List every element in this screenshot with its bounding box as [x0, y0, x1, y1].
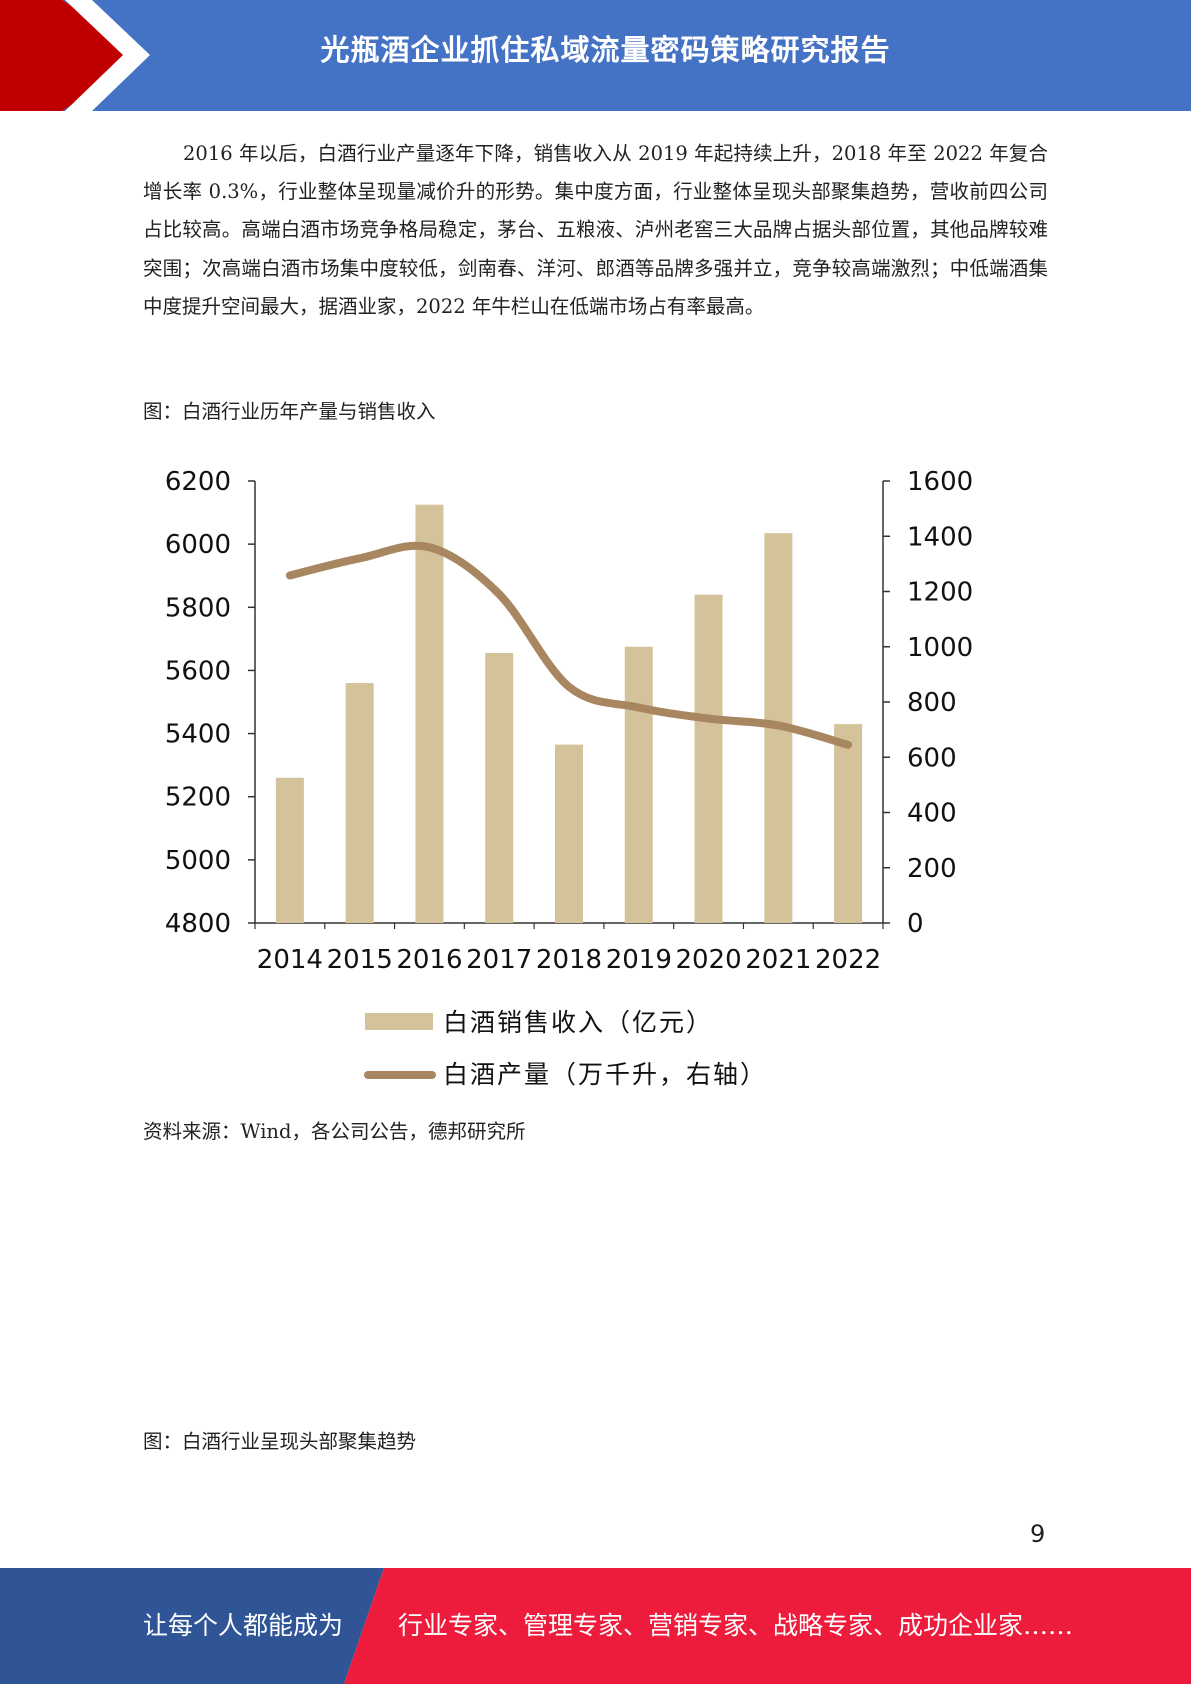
revenue-bar: [555, 744, 583, 923]
footer-decoration: [0, 1568, 1191, 1684]
x-tick-label: 2014: [257, 945, 323, 975]
right-tick-label: 600: [907, 743, 957, 773]
x-tick-label: 2021: [745, 945, 811, 975]
page-footer: 让每个人都能成为 行业专家、管理专家、营销专家、战略专家、成功企业家……: [0, 1568, 1191, 1684]
x-tick-label: 2018: [536, 945, 602, 975]
production-revenue-chart: 6200600058005600540052005000480016001400…: [165, 467, 973, 1089]
left-tick-label: 5600: [165, 656, 231, 686]
legend-bar-label: 白酒销售收入（亿元）: [443, 1008, 713, 1037]
x-tick-label: 2020: [675, 945, 741, 975]
chart-legend: 白酒销售收入（亿元） 白酒产量（万千升，右轴）: [364, 1008, 767, 1089]
right-tick-label: 1000: [907, 633, 973, 663]
revenue-bar: [415, 504, 444, 923]
right-tick-label: 1200: [907, 578, 973, 608]
legend-bar-swatch: [365, 1013, 433, 1030]
footer-slogan-right: 行业专家、管理专家、营销专家、战略专家、成功企业家……: [398, 1611, 1074, 1640]
right-tick-label: 800: [907, 688, 957, 718]
left-tick-label: 5800: [165, 593, 231, 623]
revenue-bar: [345, 683, 374, 923]
figure-caption-2: 图：白酒行业呈现头部聚集趋势: [143, 1430, 417, 1453]
page-number: 9: [1030, 1520, 1046, 1548]
legend-line-label: 白酒产量（万千升，右轴）: [443, 1060, 767, 1089]
revenue-bar: [275, 777, 304, 923]
figure-caption-1: 图：白酒行业历年产量与销售收入: [143, 400, 436, 423]
x-tick-label: 2015: [327, 945, 393, 975]
revenue-bar: [485, 653, 514, 923]
left-tick-label: 6200: [165, 467, 231, 497]
left-tick-label: 4800: [165, 909, 231, 939]
x-tick-label: 2022: [815, 945, 881, 975]
right-tick-label: 400: [907, 799, 957, 829]
revenue-bar: [694, 594, 723, 923]
chart-tick-labels: 6200600058005600540052005000480016001400…: [165, 467, 973, 975]
left-tick-label: 5200: [165, 783, 231, 813]
right-tick-label: 200: [907, 854, 957, 884]
x-tick-label: 2017: [466, 945, 532, 975]
production-line: [285, 541, 853, 749]
right-tick-label: 1600: [907, 467, 973, 497]
left-tick-label: 5400: [165, 720, 231, 750]
revenue-bar: [834, 724, 863, 923]
body-paragraph: 2016 年以后，白酒行业产量逐年下降，销售收入从 2019 年起持续上升，20…: [143, 142, 1048, 318]
data-source: 资料来源：Wind，各公司公告，德邦研究所: [143, 1120, 526, 1143]
header-decoration: [0, 0, 150, 111]
x-tick-label: 2019: [606, 945, 672, 975]
page-header: 光瓶酒企业抓住私域流量密码策略研究报告: [0, 0, 1191, 111]
footer-slogan-left: 让每个人都能成为: [143, 1611, 344, 1640]
right-tick-label: 1400: [907, 522, 973, 552]
revenue-bar: [624, 646, 653, 923]
chart-bars: [275, 504, 863, 923]
left-tick-label: 5000: [165, 846, 231, 876]
left-tick-label: 6000: [165, 530, 231, 560]
right-tick-label: 0: [907, 909, 924, 939]
report-title: 光瓶酒企业抓住私域流量密码策略研究报告: [320, 33, 891, 67]
x-tick-label: 2016: [396, 945, 462, 975]
chart-line: [285, 541, 853, 749]
